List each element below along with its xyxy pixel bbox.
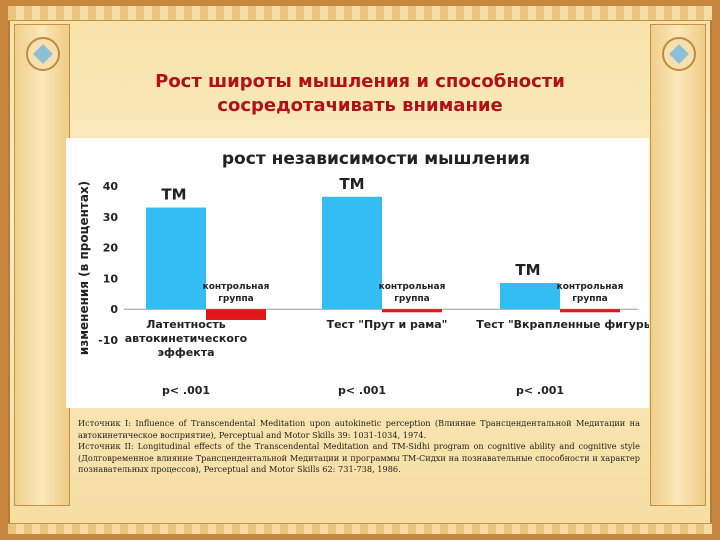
control-bar <box>206 309 266 320</box>
y-tick-label: 0 <box>110 303 118 316</box>
tm-bar <box>322 196 382 310</box>
right-medallion-icon <box>662 37 696 71</box>
slide-title-line1: Рост широты мышления и способности <box>155 71 565 92</box>
category-label: Тест "Прут и рама" <box>327 318 448 331</box>
control-bar-label-line2: группа <box>394 294 430 304</box>
ornamental-top-border <box>8 6 712 21</box>
y-tick-label: 30 <box>103 211 119 224</box>
source-2: Источник II: Longitudinal effects of the… <box>78 441 640 475</box>
bars <box>146 196 620 320</box>
control-bar-label-line1: контрольная <box>203 282 270 292</box>
control-bar <box>560 309 620 313</box>
slide-title: Рост широты мышления и способности сосре… <box>80 70 640 118</box>
chart-title: рост независимости мышления <box>222 149 530 169</box>
y-tick-label: 20 <box>103 242 119 255</box>
y-axis-ticks: -10 0 10 20 30 40 <box>98 180 118 347</box>
sources-caption: Источник I: Influence of Transcendental … <box>78 418 640 476</box>
chart-panel: рост независимости мышления изменения (в… <box>66 138 654 408</box>
tm-bar <box>146 207 206 310</box>
control-bar <box>382 309 442 313</box>
slide-title-line2: сосредотачивать внимание <box>217 95 503 116</box>
ornamental-bottom-border <box>8 523 712 534</box>
tm-bar-label: ТМ <box>161 186 186 204</box>
left-medallion-icon <box>26 37 60 71</box>
y-axis-label: изменения (в процентах) <box>77 181 91 355</box>
y-tick-label: 40 <box>103 180 119 193</box>
bar-chart: рост независимости мышления изменения (в… <box>77 149 654 397</box>
source-1: Источник I: Influence of Transcendental … <box>78 418 640 440</box>
y-tick-label: -10 <box>98 334 118 347</box>
tm-bar <box>500 283 560 310</box>
control-bar-label-line2: группа <box>572 294 608 304</box>
tm-bar-label: ТМ <box>339 175 364 193</box>
category-label: автокинетического <box>125 332 248 345</box>
p-value-label: p< .001 <box>162 384 210 397</box>
control-bar-label-line2: группа <box>218 294 254 304</box>
control-bar-label-line1: контрольная <box>379 282 446 292</box>
p-value-label: p< .001 <box>516 384 564 397</box>
y-tick-label: 10 <box>103 272 119 285</box>
category-label: Латентность <box>146 318 225 331</box>
left-pillar-ornament <box>14 24 70 506</box>
group-labels: ТМ контрольная группа Латентностьавтокинети… <box>125 175 654 397</box>
control-bar-label-line1: контрольная <box>557 282 624 292</box>
category-label: Тест "Вкрапленные фигуры <box>476 318 649 331</box>
category-label: эффекта <box>157 346 214 359</box>
p-value-label: p< .001 <box>338 384 386 397</box>
right-pillar-ornament <box>650 24 706 506</box>
tm-bar-label: ТМ <box>515 261 540 279</box>
